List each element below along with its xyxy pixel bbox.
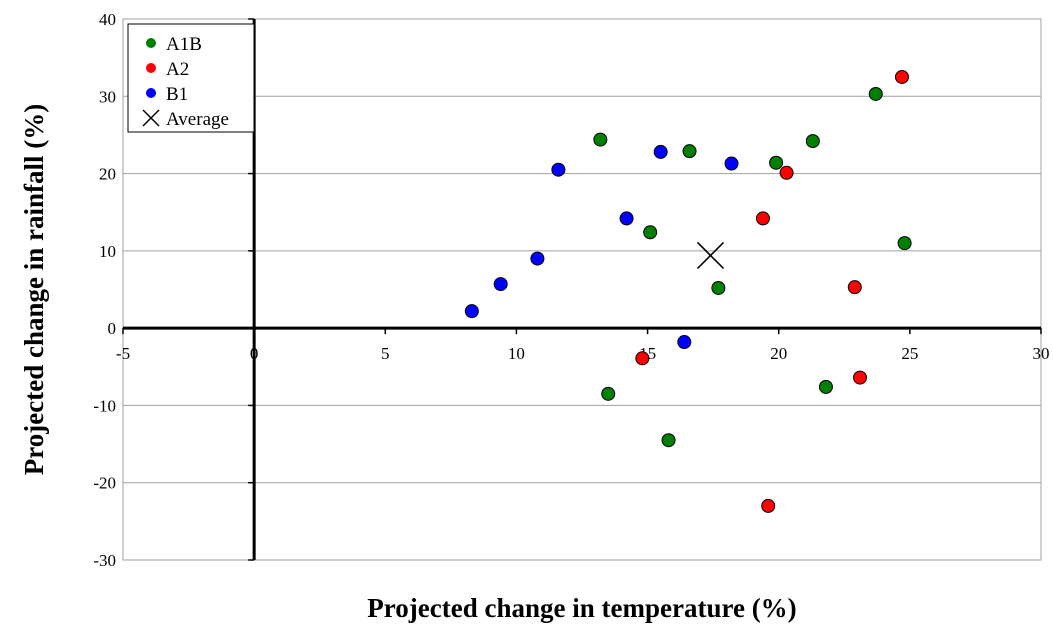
gridlines bbox=[122, 18, 1042, 561]
y-axis-title: Projected change in rainfall (%) bbox=[19, 104, 49, 475]
legend-marker-average bbox=[142, 109, 160, 127]
point-a1b bbox=[805, 134, 820, 149]
data-points bbox=[464, 69, 912, 513]
point-a1b bbox=[661, 433, 676, 448]
point-a1b bbox=[897, 236, 912, 251]
y-tick-labels: -30 -20 -10 0 10 20 30 40 bbox=[93, 10, 116, 570]
x-tick-label: 5 bbox=[381, 344, 390, 363]
y-tick-label: -10 bbox=[93, 396, 116, 415]
y-tick-label: -20 bbox=[93, 474, 116, 493]
x-axis-title: Projected change in temperature (%) bbox=[367, 593, 796, 623]
point-b1 bbox=[619, 211, 634, 226]
point-a2 bbox=[894, 69, 909, 84]
point-a2 bbox=[847, 280, 862, 295]
point-a1b bbox=[818, 379, 833, 394]
point-b1 bbox=[493, 277, 508, 292]
x-tick-label: 10 bbox=[508, 344, 525, 363]
point-a1b bbox=[868, 86, 883, 101]
point-a2 bbox=[853, 370, 868, 385]
point-a1b bbox=[682, 144, 697, 159]
legend-label-b1: B1 bbox=[166, 84, 188, 105]
point-b1 bbox=[551, 162, 566, 177]
point-a2 bbox=[635, 351, 650, 366]
plot-border bbox=[122, 18, 1042, 561]
y-tick-label: 20 bbox=[99, 165, 116, 184]
y-tick-label: 10 bbox=[99, 242, 116, 261]
y-tick-label: 30 bbox=[99, 87, 116, 106]
x-tick-labels: -5 0 5 10 15 20 25 30 bbox=[116, 344, 1050, 363]
x-tick-label: -5 bbox=[116, 344, 130, 363]
point-a2 bbox=[779, 165, 794, 180]
point-b1 bbox=[653, 144, 668, 159]
point-b1 bbox=[530, 251, 545, 266]
point-a1b bbox=[769, 155, 784, 170]
y-tick-label: 0 bbox=[108, 319, 117, 338]
average-marker bbox=[696, 241, 725, 270]
legend-marker-b1 bbox=[146, 88, 156, 98]
point-a1b bbox=[711, 280, 726, 295]
point-a1b bbox=[601, 386, 616, 401]
point-b1 bbox=[724, 156, 739, 171]
point-a1b bbox=[593, 132, 608, 147]
legend-label-a2: A2 bbox=[166, 59, 189, 80]
x-tick-label: 0 bbox=[250, 344, 259, 363]
point-b1 bbox=[677, 335, 692, 350]
legend-label-average: Average bbox=[166, 109, 229, 130]
x-tick-label: 25 bbox=[901, 344, 918, 363]
legend-marker-a1b bbox=[146, 38, 156, 48]
point-a2 bbox=[755, 211, 770, 226]
y-tick-label: 40 bbox=[99, 10, 116, 29]
average-marker-stroke bbox=[696, 241, 725, 270]
legend: A1B A2 B1 Average bbox=[127, 23, 255, 133]
x-tick-label: 30 bbox=[1033, 344, 1050, 363]
legend-marker-a2 bbox=[146, 63, 156, 73]
point-a2 bbox=[761, 498, 776, 513]
point-b1 bbox=[464, 304, 479, 319]
x-tick-label: 20 bbox=[770, 344, 787, 363]
legend-label-a1b: A1B bbox=[166, 34, 202, 55]
point-a1b bbox=[643, 225, 658, 240]
y-tick-label: -30 bbox=[93, 551, 116, 570]
